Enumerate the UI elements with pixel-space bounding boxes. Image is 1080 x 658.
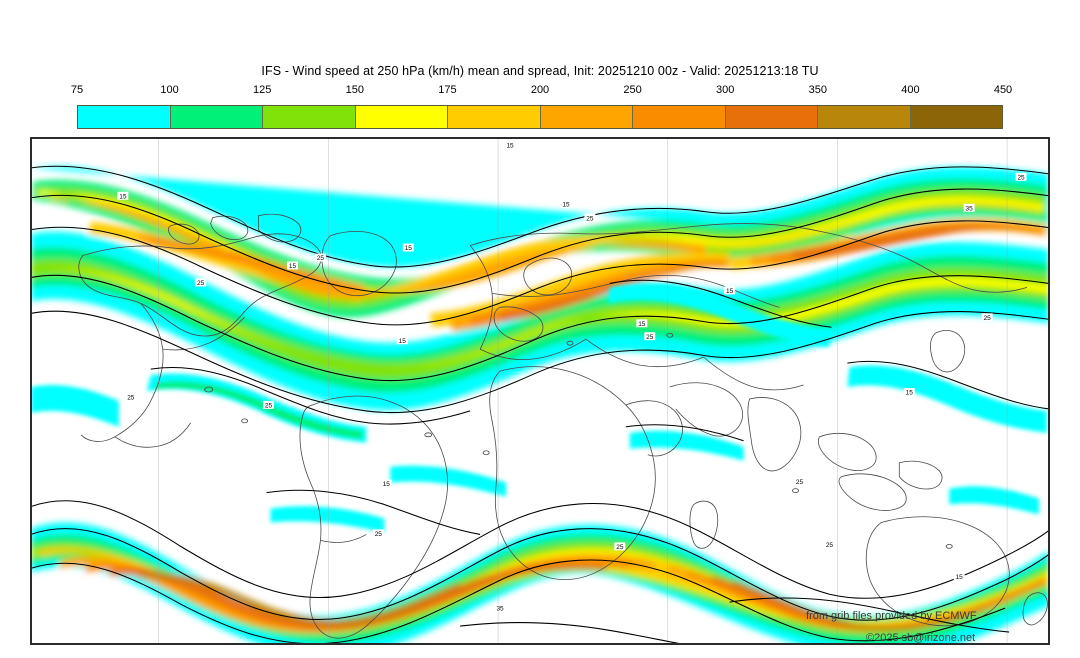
map-canvas[interactable]: 15 15 25 25 15 25 15 25 25 35 25 15 15 15 25 25 15 25 25 25… xyxy=(30,137,1050,645)
contour-label-halo xyxy=(903,388,915,396)
colorbar-segment-350-400 xyxy=(818,106,911,128)
contour-label: 15 xyxy=(506,143,514,150)
contour-label-halo xyxy=(614,542,626,551)
contour-label: 25 xyxy=(375,531,383,538)
contour-label-halo xyxy=(494,604,506,613)
colorbar-segment-400-450 xyxy=(910,106,1002,128)
colorbar-tick-125: 125 xyxy=(253,84,272,96)
contour-label-halo xyxy=(1015,172,1027,181)
colorbar-tick-200: 200 xyxy=(530,84,550,96)
contour-label: 15 xyxy=(289,263,297,270)
colorbar-tick-175: 175 xyxy=(438,84,457,96)
contour-label-halo xyxy=(117,191,129,200)
contour-label-halo xyxy=(396,336,408,345)
colorbar-tick-450: 450 xyxy=(993,84,1013,96)
contour-label-halo xyxy=(953,572,965,581)
colorbar-segment-125-150 xyxy=(263,106,356,128)
contour-label-halo xyxy=(380,479,392,488)
coastlines xyxy=(78,213,1048,639)
contour-label: 15 xyxy=(383,481,391,488)
contour-label: 25 xyxy=(1017,174,1025,181)
copyright-credit: ©2025 sb@irizone.net xyxy=(866,632,976,644)
map-svg: 1515252515251525253525151515252515252525… xyxy=(31,138,1049,644)
contour-label: 15 xyxy=(726,288,734,295)
contour-label: 35 xyxy=(966,205,974,212)
colorbar-segment-100-125 xyxy=(170,106,263,128)
contour-label: 15 xyxy=(638,321,646,328)
contour-label-halo xyxy=(560,199,572,208)
contour-label: 25 xyxy=(616,544,624,551)
contour-label: 15 xyxy=(562,201,570,208)
contour-label: 25 xyxy=(265,403,273,410)
contour-label: 15 xyxy=(399,338,407,345)
windspeed-fill-southern xyxy=(31,522,1049,644)
contour-label-halo xyxy=(195,278,207,287)
data-source-credit: from grib files provided by ECMWF xyxy=(806,610,977,622)
colorbar-segment-150-175 xyxy=(355,106,448,128)
contour-label: 25 xyxy=(197,280,205,287)
colorbar-tick-400: 400 xyxy=(901,84,920,96)
contour-label-halo xyxy=(504,140,516,149)
colorbar-segment-175-200 xyxy=(448,106,541,128)
contour-label-halo xyxy=(644,332,656,341)
contour-label-halo xyxy=(981,313,993,322)
colorbar-swatches xyxy=(77,105,1003,129)
contour-label-halo xyxy=(372,529,384,538)
contour-label-halo xyxy=(963,203,975,212)
contour-label-halo xyxy=(724,286,736,295)
contour-label: 25 xyxy=(984,315,992,322)
contour-label: 15 xyxy=(906,390,914,397)
contour-label: 25 xyxy=(796,479,804,486)
contour-label-halo xyxy=(314,253,326,262)
colorbar-segment-300-350 xyxy=(725,106,818,128)
contour-label: 25 xyxy=(127,395,135,402)
page-title: IFS - Wind speed at 250 hPa (km/h) mean … xyxy=(261,64,819,78)
contour-label-halo xyxy=(636,319,648,328)
contour-label: 25 xyxy=(317,255,325,262)
contour-label: 25 xyxy=(826,542,834,549)
colorbar-segment-75-100 xyxy=(78,106,171,128)
contour-label: 35 xyxy=(496,606,504,613)
contour-label-halo xyxy=(125,392,137,401)
contour-label: 15 xyxy=(119,193,127,200)
contour-label: 15 xyxy=(405,245,413,252)
colorbar-tick-75: 75 xyxy=(70,84,84,96)
contour-labels: 1515252515251525253525151515252515252525… xyxy=(117,140,1027,613)
contour-label-halo xyxy=(584,213,596,222)
colorbar-tick-150: 150 xyxy=(345,84,364,96)
colorbar-tick-250: 250 xyxy=(623,84,642,96)
colorbar-tick-300: 300 xyxy=(716,84,735,96)
contour-label-halo xyxy=(794,477,805,486)
contour-label: 25 xyxy=(586,215,594,222)
colorbar-segment-250-300 xyxy=(633,106,726,128)
colorbar-tick-labels: 75 100 125 150 175 200 250 300 350 400 450 xyxy=(71,84,1012,102)
contour-label-halo xyxy=(286,261,298,270)
colorbar-segment-200-250 xyxy=(540,106,633,128)
colorbar-tick-100: 100 xyxy=(160,84,179,96)
contour-label: 25 xyxy=(646,334,654,341)
windspeed-fill-patches xyxy=(31,284,1048,533)
contour-label-halo xyxy=(402,243,414,252)
colorbar-tick-350: 350 xyxy=(808,84,827,96)
spread-contours xyxy=(31,165,1049,644)
contour-label-halo xyxy=(263,400,275,409)
contour-label: 15 xyxy=(956,574,964,581)
contour-label-halo xyxy=(823,540,835,549)
colorbar: 75 100 125 150 175 200 250 300 350 400 450 xyxy=(71,84,1012,132)
